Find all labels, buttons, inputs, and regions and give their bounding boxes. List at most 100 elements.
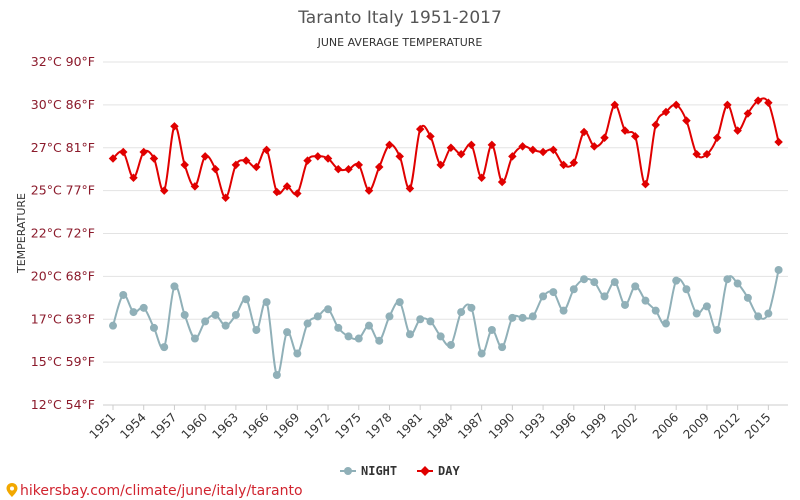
data-point-night <box>375 336 384 345</box>
y-axis-label: TEMPERATURE <box>15 193 28 274</box>
y-tick-label: 25°C 77°F <box>31 183 95 198</box>
data-point-day <box>456 149 466 159</box>
data-point-day <box>272 187 282 197</box>
data-point-night <box>467 303 476 312</box>
series-line-night <box>112 269 780 377</box>
x-tick-label: 2015 <box>742 410 773 441</box>
data-point-day <box>405 184 415 193</box>
data-point-day <box>139 147 148 157</box>
data-point-day <box>231 160 241 170</box>
data-point-day <box>630 132 640 141</box>
chart-title: Taranto Italy 1951-2017 <box>297 8 502 28</box>
data-point-day <box>159 186 169 195</box>
data-point-night <box>487 325 496 334</box>
y-tick-label: 30°C 86°F <box>31 97 95 112</box>
x-tick-label: 1981 <box>394 410 425 441</box>
data-point-night <box>416 315 425 324</box>
x-tick-label: 1960 <box>179 410 210 441</box>
data-point-night <box>559 306 568 315</box>
data-point-night <box>221 321 230 330</box>
data-point-night <box>518 313 527 322</box>
data-point-day <box>651 120 660 130</box>
data-point-night <box>713 325 722 334</box>
data-point-day <box>303 156 312 165</box>
data-point-night <box>508 313 517 322</box>
x-tick-label: 2012 <box>711 410 742 441</box>
data-point-day <box>241 156 251 165</box>
data-point-night <box>201 317 210 326</box>
data-point-day <box>190 182 200 191</box>
data-point-night <box>365 321 373 330</box>
data-point-day <box>200 152 210 161</box>
data-point-night <box>621 300 629 309</box>
source-link[interactable]: hikersbay.com/climate/june/italy/taranto <box>6 483 303 499</box>
chart-subtitle: JUNE AVERAGE TEMPERATURE <box>317 36 483 49</box>
data-point-night <box>303 319 312 328</box>
legend-item-day[interactable]: DAY <box>417 464 460 478</box>
x-tick-label: 1999 <box>578 410 609 441</box>
x-tick-label: 1954 <box>117 410 148 441</box>
data-point-night <box>733 279 742 288</box>
data-point-day <box>426 132 435 141</box>
source-url: hikersbay.com/climate/june/italy/taranto <box>20 483 303 499</box>
data-point-day <box>313 152 323 161</box>
x-tick-label: 1969 <box>271 410 302 441</box>
data-point-day <box>528 145 538 155</box>
data-point-night <box>149 323 158 332</box>
data-point-day <box>682 116 691 125</box>
data-point-night <box>252 325 261 334</box>
data-point-night <box>385 312 394 321</box>
data-point-day <box>108 154 118 163</box>
legend-day-marker <box>420 466 430 476</box>
x-tick-label: 1951 <box>87 410 118 441</box>
legend-item-night[interactable]: NIGHT <box>340 464 397 478</box>
data-point-day <box>774 137 783 147</box>
x-tick-label: 1966 <box>240 410 271 441</box>
data-point-night <box>672 276 681 285</box>
data-point-day <box>374 162 384 172</box>
data-point-night <box>754 312 763 321</box>
data-point-night <box>242 295 251 304</box>
series-layer <box>108 96 783 379</box>
data-point-night <box>457 308 466 317</box>
data-point-day <box>620 126 630 135</box>
data-point-night <box>590 278 599 287</box>
y-tick-label: 12°C 54°F <box>31 397 95 412</box>
data-point-night <box>641 296 650 305</box>
x-tick-label: 1987 <box>455 410 486 441</box>
data-point-night <box>109 321 117 330</box>
x-tick-label: 1963 <box>210 410 241 441</box>
data-point-night <box>661 319 670 328</box>
data-point-night <box>528 312 537 321</box>
series-night <box>109 265 783 379</box>
data-point-night <box>170 282 179 291</box>
location-pin-icon <box>6 483 18 497</box>
data-point-day <box>446 143 456 152</box>
data-point-night <box>549 288 558 297</box>
x-axis: 1951 1954 1957 1960 1963 1966 1969 1972 1975 1978… <box>87 404 788 442</box>
data-point-day <box>170 122 179 131</box>
data-point-night <box>231 310 240 319</box>
data-point-day <box>149 154 159 163</box>
data-point-night <box>293 349 302 358</box>
data-point-night <box>692 309 701 318</box>
data-point-night <box>702 302 711 311</box>
data-point-night <box>324 305 333 314</box>
data-point-day <box>641 179 650 189</box>
data-point-day <box>712 133 722 142</box>
y-tick-label: 22°C 72°F <box>31 226 95 241</box>
data-point-night <box>631 282 640 291</box>
y-tick-label: 27°C 81°F <box>31 140 95 155</box>
data-point-night <box>272 370 281 379</box>
y-tick-label: 20°C 68°F <box>31 268 95 283</box>
data-point-night <box>774 265 783 274</box>
data-point-day <box>334 164 343 174</box>
data-point-night <box>477 349 486 358</box>
data-point-day <box>211 164 220 174</box>
y-tick-label: 15°C 59°F <box>31 354 95 369</box>
legend-day-label: DAY <box>438 464 460 478</box>
data-point-night <box>723 275 732 284</box>
x-tick-label: 1975 <box>332 410 363 441</box>
data-point-night <box>436 332 445 341</box>
